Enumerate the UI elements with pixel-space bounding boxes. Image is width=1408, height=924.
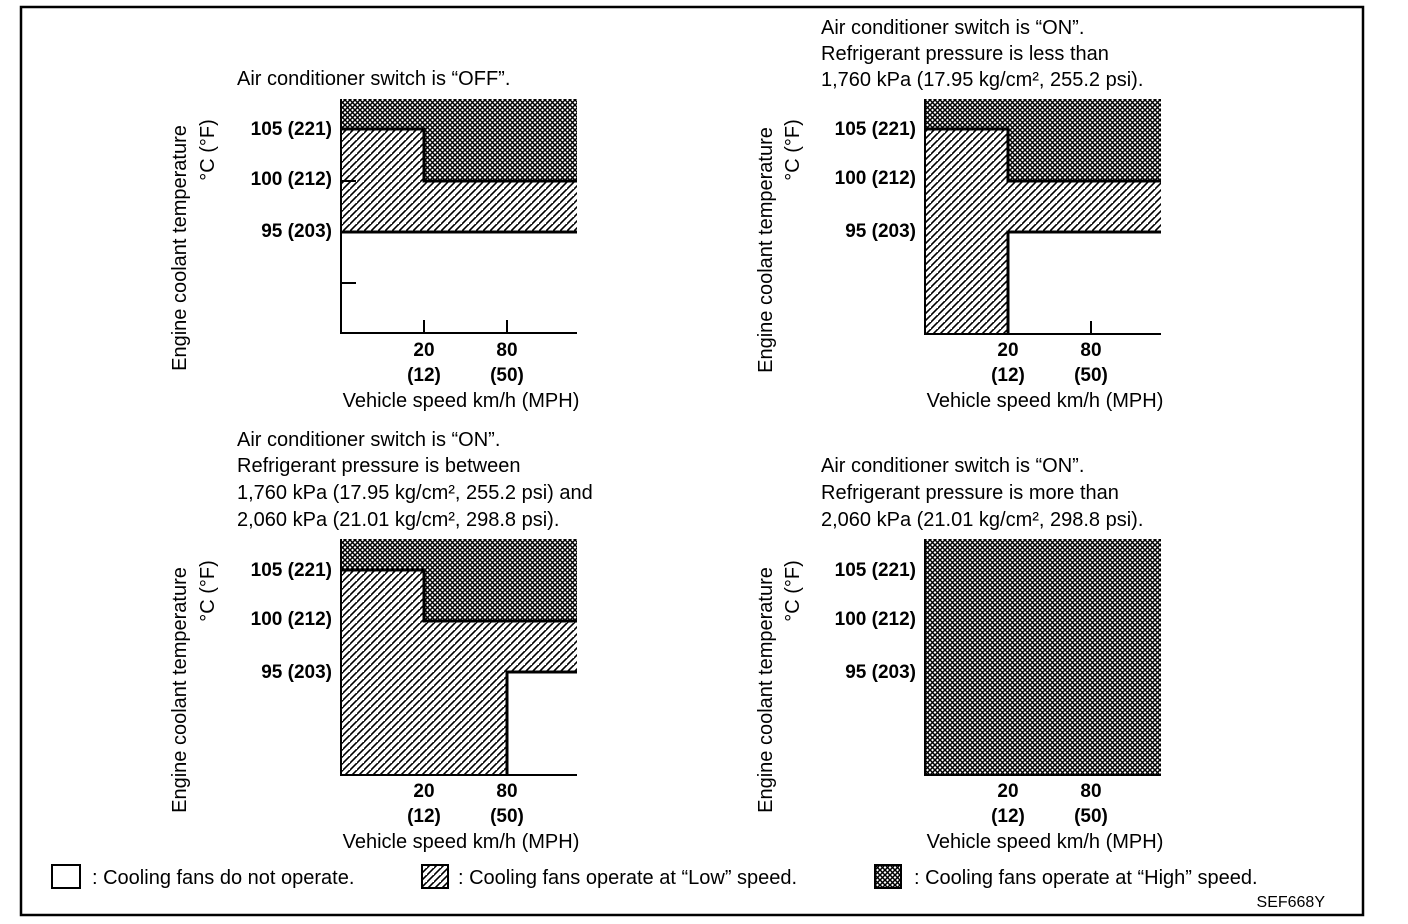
- legend-label-low: : Cooling fans operate at “Low” speed.: [458, 867, 797, 889]
- legend-swatch-high: [874, 864, 902, 889]
- panel-2-tick-80: 80: [1080, 340, 1101, 361]
- panel-2-y-unit: °C (°F): [782, 119, 804, 181]
- y-axis-label-line-1: Engine coolant temperature: [169, 125, 191, 371]
- panel-2-tick-105: 105 (221): [835, 119, 916, 140]
- panel-ac-on-high-pressure: Air conditioner switch is “ON”. Refriger…: [755, 455, 1163, 853]
- panel-ac-off: Air conditioner switch is “OFF”. Engine …: [169, 68, 579, 412]
- legend-swatch-off: [51, 864, 81, 889]
- panel-3-caption-line-2: Refrigerant pressure is between: [237, 455, 520, 477]
- panel-3-tick-20: 20: [413, 781, 434, 802]
- panel-4-tick-80-mph: (50): [1074, 806, 1108, 827]
- panel-3-tick-80-mph: (50): [490, 806, 524, 827]
- panel-2-caption-line-1: Air conditioner switch is “ON”.: [821, 17, 1084, 39]
- y-axis-label-line-1: Engine coolant temperature: [169, 567, 191, 813]
- panel-1-y-axis-label: Engine coolant temperature: [169, 125, 191, 371]
- panel-1-tick-80-mph: (50): [490, 365, 524, 386]
- panel-2-y-label: Engine coolant temperature: [755, 127, 777, 373]
- panel-3-y-unit: °C (°F): [197, 560, 219, 622]
- panel-4-caption-line-2: Refrigerant pressure is more than: [821, 482, 1119, 504]
- panel-4-tick-95: 95 (203): [845, 662, 916, 683]
- panel-4-y-label: Engine coolant temperature: [755, 567, 777, 813]
- panel-1-tick-105: 105 (221): [251, 119, 332, 140]
- panel-3-tick-80: 80: [496, 781, 517, 802]
- panel-4-tick-20: 20: [997, 781, 1018, 802]
- panel-1-tick-20-mph: (12): [407, 365, 441, 386]
- panel-4-caption-line-1: Air conditioner switch is “ON”.: [821, 455, 1084, 477]
- panel-3-axes: [340, 539, 577, 776]
- panel-4-tick-100: 100 (212): [835, 609, 916, 630]
- panel-1-tick-95: 95 (203): [261, 221, 332, 242]
- panel-4-x-axis-label: Vehicle speed km/h (MPH): [927, 831, 1164, 853]
- panel-4-axes: [924, 539, 1161, 776]
- y-axis-unit-label: °C (°F): [782, 560, 804, 622]
- panel-3-caption-line-1: Air conditioner switch is “ON”.: [237, 429, 500, 451]
- y-axis-unit-label: °C (°F): [782, 119, 804, 181]
- panel-2-tick-20: 20: [997, 340, 1018, 361]
- panel-2-axes: [924, 99, 1161, 335]
- panel-1-low-region: [341, 129, 577, 232]
- panel-4-y-unit: °C (°F): [782, 560, 804, 622]
- y-axis-label-line-1: Engine coolant temperature: [755, 127, 777, 373]
- panel-1-axes: [340, 99, 577, 334]
- panel-2-caption-line-3: 1,760 kPa (17.95 kg/cm², 255.2 psi).: [821, 69, 1143, 91]
- panel-2-tick-20-mph: (12): [991, 365, 1025, 386]
- panel-4-high-region: [925, 539, 1161, 775]
- panel-1-boundary: [341, 127, 577, 234]
- legend-label-off: : Cooling fans do not operate.: [92, 867, 354, 889]
- panel-4-tick-80: 80: [1080, 781, 1101, 802]
- panel-2-tick-80-mph: (50): [1074, 365, 1108, 386]
- panel-1-y-unit: °C (°F): [197, 119, 219, 181]
- y-axis-unit-label: °C (°F): [197, 560, 219, 622]
- y-axis-unit-label: °C (°F): [197, 119, 219, 181]
- figure-frame: [19, 5, 1365, 917]
- panel-3-tick-100: 100 (212): [251, 609, 332, 630]
- panel-1-caption-line-1: Air conditioner switch is “OFF”.: [237, 68, 510, 90]
- figure-code: SEF668Y: [1257, 894, 1326, 911]
- panel-4-tick-20-mph: (12): [991, 806, 1025, 827]
- legend-label-high: : Cooling fans operate at “High” speed.: [914, 867, 1258, 889]
- panel-3-x-axis-label: Vehicle speed km/h (MPH): [343, 831, 580, 853]
- panel-3-caption-line-3: 1,760 kPa (17.95 kg/cm², 255.2 psi) and: [237, 482, 593, 504]
- y-axis-label-line-1: Engine coolant temperature: [755, 567, 777, 813]
- legend: : Cooling fans do not operate. : Cooling…: [51, 864, 1258, 889]
- panel-2-boundary: [925, 127, 1161, 334]
- panel-2-caption-line-2: Refrigerant pressure is less than: [821, 43, 1109, 65]
- panel-ac-on-mid-pressure: Air conditioner switch is “ON”. Refriger…: [169, 429, 593, 853]
- panel-2-x-axis-label: Vehicle speed km/h (MPH): [927, 390, 1164, 412]
- panel-2-tick-95: 95 (203): [845, 221, 916, 242]
- panel-3-tick-95: 95 (203): [261, 662, 332, 683]
- legend-swatch-low: [421, 864, 449, 889]
- panel-3-tick-105: 105 (221): [251, 560, 332, 581]
- panel-3-tick-20-mph: (12): [407, 806, 441, 827]
- panel-1-tick-100: 100 (212): [251, 169, 332, 190]
- panel-1-ticks: [341, 128, 508, 333]
- panel-2-tick-100: 100 (212): [835, 168, 916, 189]
- panel-3-boundary: [341, 568, 577, 775]
- panel-4-caption-line-3: 2,060 kPa (21.01 kg/cm², 298.8 psi).: [821, 509, 1143, 531]
- panel-3-y-label: Engine coolant temperature: [169, 567, 191, 813]
- panel-1-tick-20: 20: [413, 340, 434, 361]
- panel-3-caption-line-4: 2,060 kPa (21.01 kg/cm², 298.8 psi).: [237, 509, 559, 531]
- panel-1-tick-80: 80: [496, 340, 517, 361]
- panel-ac-on-low-pressure: Air conditioner switch is “ON”. Refriger…: [755, 17, 1163, 412]
- panel-1-x-axis-label: Vehicle speed km/h (MPH): [343, 390, 580, 412]
- panel-4-tick-105: 105 (221): [835, 560, 916, 581]
